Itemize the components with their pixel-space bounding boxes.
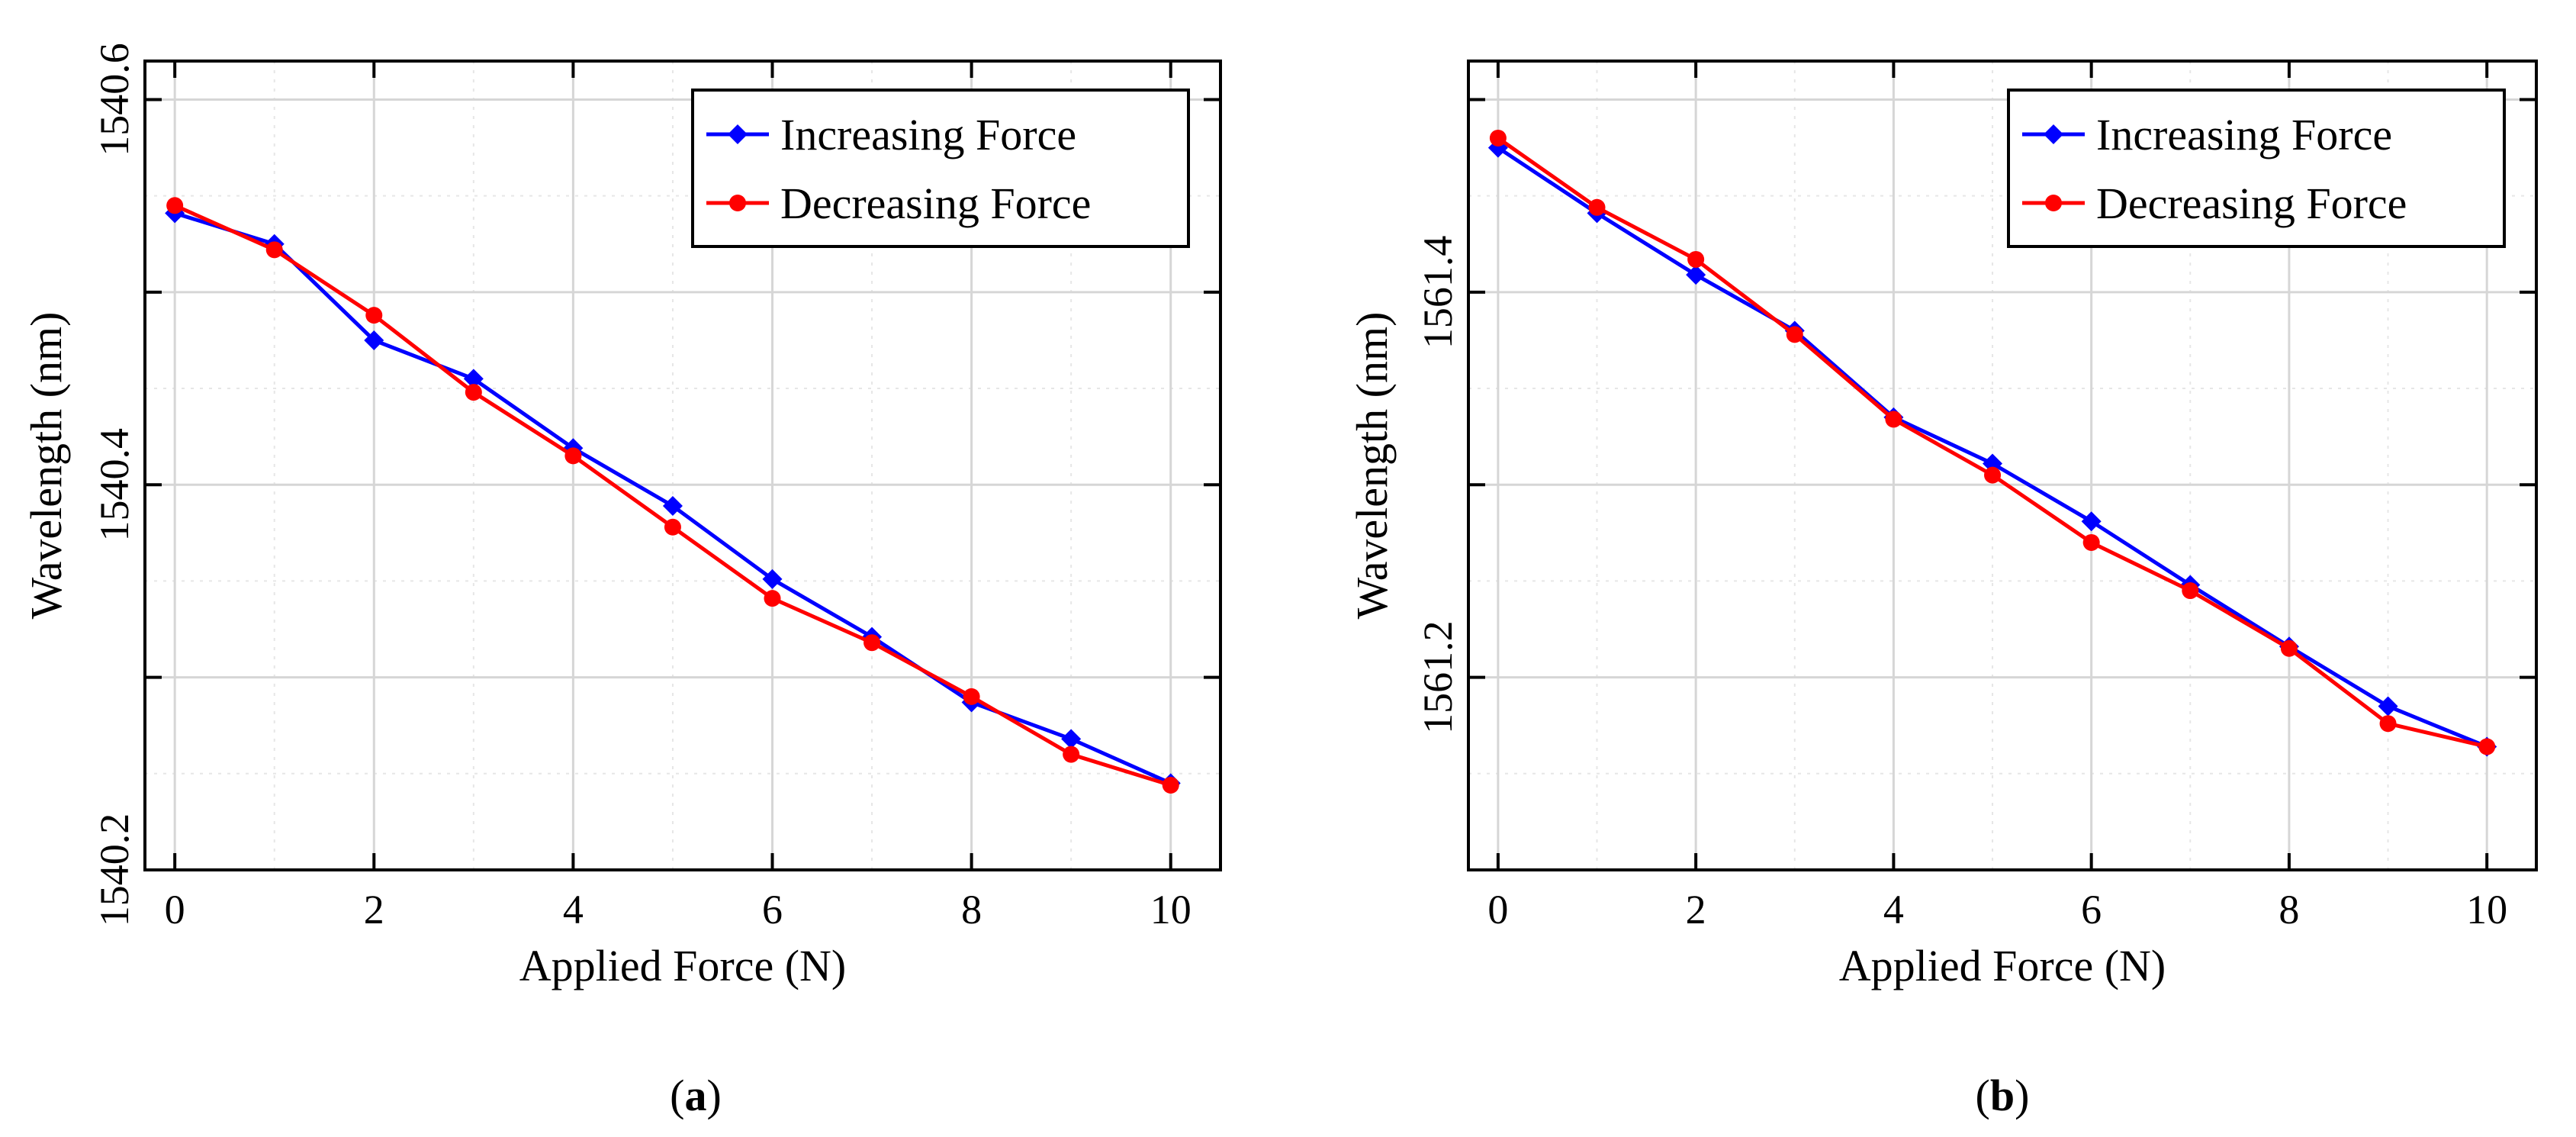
panel-b-legend-box [2007, 89, 2506, 248]
panel-a-decreasing-force-point [564, 447, 582, 465]
panel-b-decreasing-force-point [1588, 198, 1606, 216]
panel-b-decreasing-force-point [2082, 533, 2100, 551]
panel-b-x-axis-label: Applied Force (N) [1839, 941, 2166, 990]
panel-a-increasing-force-point [762, 568, 783, 589]
chart-panel-a: 0 2 4 6 8 10 1540.2 1540.4 1540.6 Applied Force (… [21, 43, 1222, 1120]
panel-a-minor-grid [145, 61, 1220, 870]
panel-a-decreasing-force-point [265, 241, 283, 259]
panel-a-x-tick-label: 4 [563, 887, 584, 932]
panel-b-x-tick-label: 6 [2081, 887, 2102, 932]
panel-b-series-decreasing-force [1489, 129, 2496, 755]
panel-b-legend-decreasing-force-marker [2045, 195, 2062, 211]
panel-a-decreasing-force-point [963, 688, 980, 705]
panel-a-decreasing-force-point [166, 197, 184, 214]
panel-a-decreasing-force-point [465, 384, 482, 401]
panel-a-y-tick-label: 1540.2 [92, 813, 137, 927]
panel-a-decreasing-force-point [764, 590, 781, 607]
panel-a-decreasing-force-point [1162, 776, 1179, 794]
panel-a-increasing-force-point [364, 330, 384, 350]
panel-a-x-tick-label: 10 [1150, 887, 1192, 932]
panel-a-legend-box [691, 89, 1190, 248]
panel-b-legend-increasing-force-label: Increasing Force [2096, 110, 2392, 159]
panel-a-decreasing-force-point [863, 634, 881, 652]
panel-b-x-tick-label: 4 [1883, 887, 1904, 932]
panel-b-increasing-force-point [2081, 511, 2102, 532]
panel-b-x-tick-label: 2 [1686, 887, 1706, 932]
panel-a-y-axis-label: Wavelength (nm) [21, 312, 71, 620]
panel-a-y-tick-label: 1540.4 [92, 428, 137, 542]
panel-a-caption-open-paren: ( [670, 1071, 684, 1120]
panel-a-plot-frame [143, 60, 1222, 871]
panel-a-caption: (a) [670, 1071, 722, 1120]
panel-b-decreasing-force-point [2379, 715, 2397, 733]
panel-b-plot-frame [1467, 60, 2538, 871]
panel-b-decreasing-force-point [1984, 466, 2002, 484]
panel-a-legend-increasing-force-label: Increasing Force [780, 110, 1076, 159]
panel-b-y-tick-label: 1561.4 [1415, 236, 1461, 349]
panel-b-decreasing-force-point [2478, 738, 2496, 755]
panel-b-legend-increasing-force-marker [2044, 124, 2063, 144]
panel-b-y-axis-label: Wavelength (nm) [1347, 312, 1397, 620]
panel-a-x-tick-label: 6 [762, 887, 783, 932]
panel-a-legend: Increasing Force Decreasing Force [691, 89, 1190, 248]
panel-b-decreasing-force-point [1687, 250, 1705, 268]
panel-b-legend-decreasing-force-label: Decreasing Force [2096, 179, 2407, 228]
panel-b-increasing-force-point [1686, 265, 1706, 285]
panel-b-y-tick-label: 1561.2 [1415, 620, 1461, 734]
panel-a-increasing-force-point [1061, 729, 1082, 749]
panel-b-tick-marks [1468, 61, 2536, 871]
panel-a-decreasing-force-point [664, 518, 681, 536]
panel-b-decreasing-force-point [1786, 326, 1803, 343]
panel-a-caption-letter: a [685, 1071, 707, 1120]
panel-a-increasing-force-point [662, 496, 683, 516]
panel-a-caption-close-paren: ) [707, 1071, 722, 1120]
panel-a-legend-increasing-force-marker [728, 124, 748, 144]
panel-b-x-tick-label: 0 [1487, 887, 1508, 932]
panel-b-x-tick-label: 10 [2466, 887, 2507, 932]
panel-a-legend-decreasing-force-label: Decreasing Force [780, 179, 1091, 228]
panel-b-caption: (b) [1976, 1071, 2030, 1120]
panel-b-caption-open-paren: ( [1976, 1071, 1990, 1120]
panel-a-decreasing-force-point [365, 307, 383, 324]
panel-b-legend: Increasing Force Decreasing Force [2007, 89, 2506, 248]
panel-a-legend-decreasing-force-marker [729, 195, 746, 211]
panel-b-increasing-force-point [2378, 696, 2398, 717]
chart-panel-b: 0 2 4 6 8 10 1561.2 1561.4 Applied Force (N) Wave… [1347, 60, 2538, 1120]
panel-b-x-tick-label: 8 [2279, 887, 2299, 932]
panel-a-x-tick-label: 2 [364, 887, 384, 932]
panel-a-decreasing-force-point [1063, 746, 1080, 763]
panel-b-decreasing-force-point [2182, 582, 2199, 600]
panel-b-caption-close-paren: ) [2015, 1071, 2029, 1120]
panel-a-x-tick-label: 0 [165, 887, 185, 932]
panel-a-y-tick-label: 1540.6 [92, 43, 137, 156]
panel-b-decreasing-force-point [2280, 639, 2298, 657]
panel-a-tick-marks [145, 61, 1220, 871]
panel-a-x-axis-label: Applied Force (N) [519, 941, 846, 990]
panel-a-series-decreasing-force [166, 197, 1179, 794]
panel-b-decreasing-force-point [1489, 129, 1507, 147]
panel-a-x-tick-label: 8 [961, 887, 982, 932]
panel-a-increasing-force-point [463, 369, 484, 389]
panel-b-decreasing-force-point [1885, 411, 1902, 428]
panel-b-caption-letter: b [1990, 1071, 2015, 1120]
